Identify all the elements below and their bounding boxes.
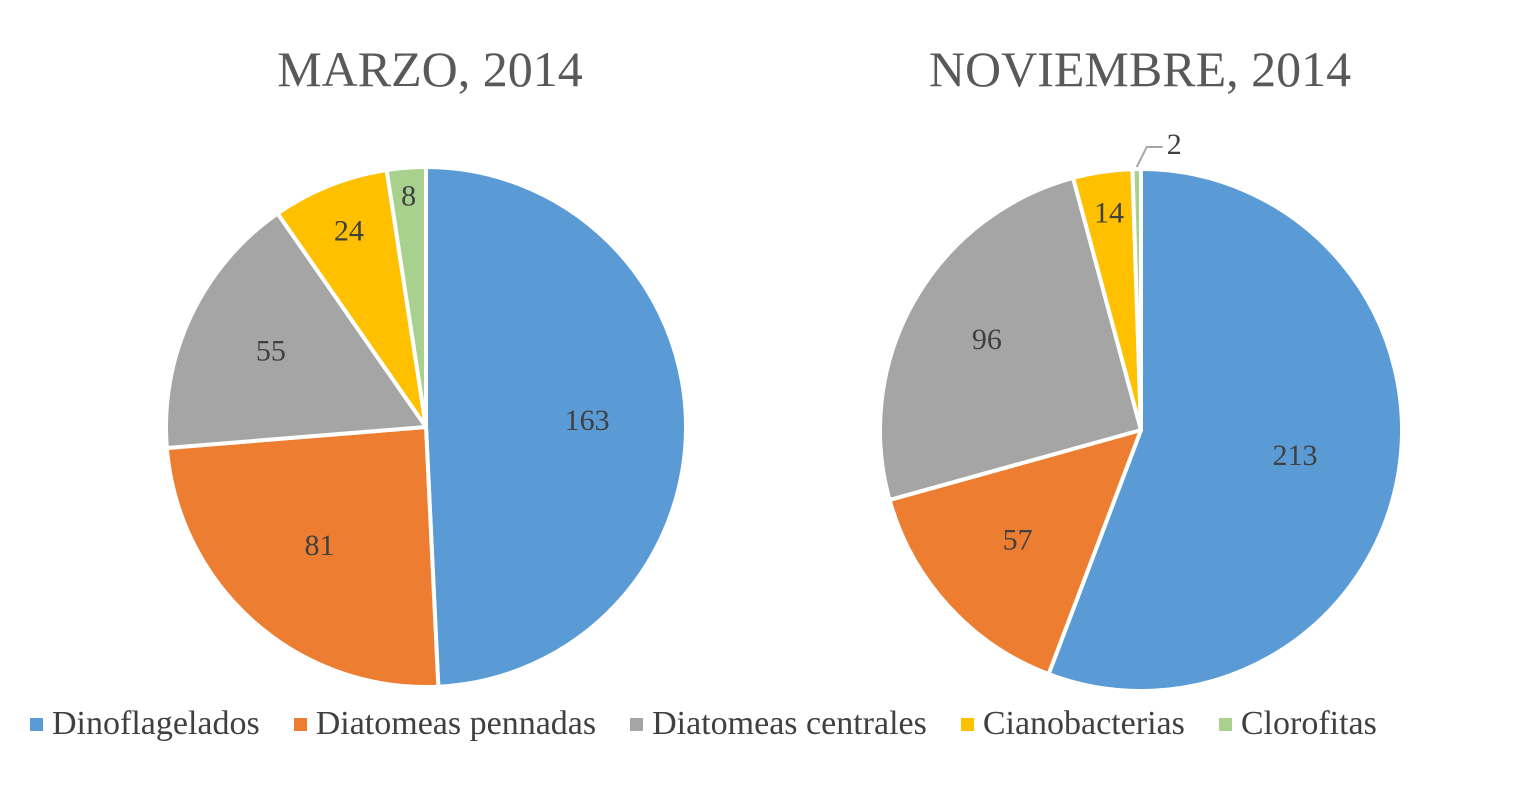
legend-swatch xyxy=(960,717,974,731)
pie-slice-clorofitas xyxy=(1130,167,1143,432)
pie-slice-clorofitas xyxy=(384,165,428,429)
legend-label: Clorofitas xyxy=(1240,705,1377,742)
data-label: 24 xyxy=(334,215,364,248)
data-label: 213 xyxy=(1273,439,1318,472)
pie-slice-diatomeas-centrales xyxy=(164,211,428,450)
legend-item-diatomeas-pennadas: Diatomeas pennadas xyxy=(293,705,597,743)
legend-label: Diatomeas centrales xyxy=(652,705,927,742)
leader-line xyxy=(1135,146,1163,168)
pie-slice-diatomeas-centrales xyxy=(878,175,1143,502)
legend-swatch xyxy=(1218,717,1232,731)
pie-slice-diatomeas-pennadas xyxy=(887,428,1143,677)
data-label: 8 xyxy=(401,180,416,213)
legend-label: Diatomeas pennadas xyxy=(315,705,597,742)
data-label: 14 xyxy=(1094,197,1124,230)
data-label: 163 xyxy=(565,404,610,437)
chart-title-marzo: MARZO, 2014 xyxy=(277,41,583,97)
legend-swatch xyxy=(293,717,307,731)
data-label: 81 xyxy=(305,529,335,562)
legend-item-cianobacterias: Cianobacterias xyxy=(960,705,1185,743)
legend-label: Cianobacterias xyxy=(982,705,1185,742)
data-label: 57 xyxy=(1003,524,1033,557)
pie-slice-dinoflagelados xyxy=(424,165,688,689)
legend-label: Dinoflagelados xyxy=(52,705,260,742)
legend-item-diatomeas-centrales: Diatomeas centrales xyxy=(630,705,927,743)
pie-slice-dinoflagelados xyxy=(1046,167,1404,693)
legend-item-dinoflagelados: Dinoflagelados xyxy=(30,705,260,743)
pie-slice-cianobacterias xyxy=(275,167,428,429)
data-label: 55 xyxy=(256,335,286,368)
legend-item-clorofitas: Clorofitas xyxy=(1218,705,1377,743)
data-label: 2 xyxy=(1167,128,1182,161)
chart-title-noviembre: NOVIEMBRE, 2014 xyxy=(928,41,1352,97)
legend-swatch xyxy=(30,717,43,731)
data-label: 96 xyxy=(972,323,1002,356)
legend: Dinoflagelados Diatomeas pennadas Diatom… xyxy=(30,705,1377,743)
legend-swatch xyxy=(630,717,644,731)
pie-slice-diatomeas-pennadas xyxy=(164,425,441,689)
